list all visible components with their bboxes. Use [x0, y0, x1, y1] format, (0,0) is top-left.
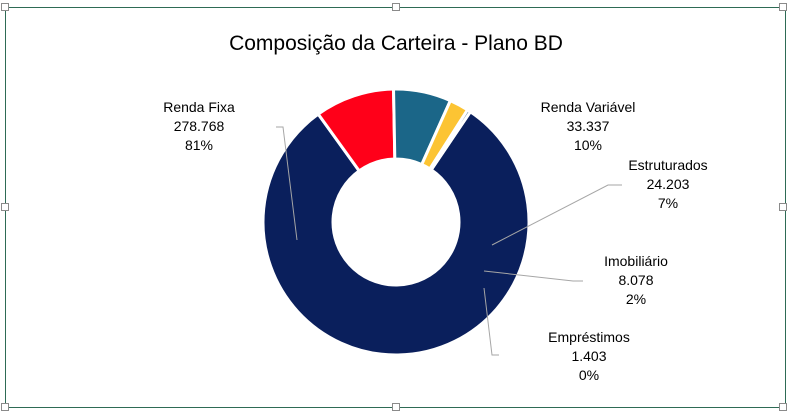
data-label-imobiliario: Imobiliário 8.078 2%: [604, 253, 668, 307]
label-percent: 10%: [574, 137, 602, 153]
leader-lines: [276, 126, 622, 356]
resize-handle-top-right[interactable]: [779, 3, 787, 11]
label-percent: 2%: [626, 291, 646, 307]
label-percent: 7%: [658, 195, 678, 211]
leader-line-renda-fixa: [276, 126, 298, 241]
label-value: 278.768: [174, 118, 225, 134]
slice-renda-fixa[interactable]: [261, 109, 531, 357]
label-name: Renda Fixa: [163, 99, 235, 115]
label-value: 8.078: [618, 272, 653, 288]
label-name: Renda Variável: [541, 99, 636, 115]
label-percent: 0%: [579, 367, 599, 383]
resize-handles[interactable]: [1, 3, 787, 411]
data-label-renda-fixa: Renda Fixa 278.768 81%: [163, 99, 235, 153]
leader-line-imobiliario: [483, 270, 583, 282]
data-labels: Renda Fixa 278.768 81% Renda Variável 33.337…: [163, 99, 707, 383]
label-name: Imobiliário: [604, 253, 668, 269]
resize-handle-bottom-right[interactable]: [779, 403, 787, 411]
resize-handle-top-left[interactable]: [1, 3, 9, 11]
resize-handle-top[interactable]: [392, 3, 400, 11]
label-value: 24.203: [647, 176, 690, 192]
chart-title: Composição da Carteira - Plano BD: [229, 32, 563, 55]
leader-line-emprestimos: [483, 287, 499, 356]
label-value: 33.337: [567, 118, 610, 134]
label-percent: 81%: [185, 137, 213, 153]
resize-handle-right[interactable]: [779, 203, 787, 211]
slice-emprestimos[interactable]: [427, 107, 473, 172]
data-label-renda-variavel: Renda Variável 33.337 10%: [541, 99, 636, 153]
data-label-estruturados: Estruturados 24.203 7%: [628, 157, 707, 211]
leader-line-estruturados: [491, 184, 622, 246]
label-name: Estruturados: [628, 157, 707, 173]
label-name: Empréstimos: [548, 329, 630, 345]
resize-handle-bottom-left[interactable]: [1, 403, 9, 411]
resize-handle-left[interactable]: [1, 203, 9, 211]
resize-handle-bottom[interactable]: [392, 403, 400, 411]
label-value: 1.403: [571, 348, 606, 364]
donut-slices: [261, 87, 531, 357]
data-label-emprestimos: Empréstimos 1.403 0%: [548, 329, 630, 383]
